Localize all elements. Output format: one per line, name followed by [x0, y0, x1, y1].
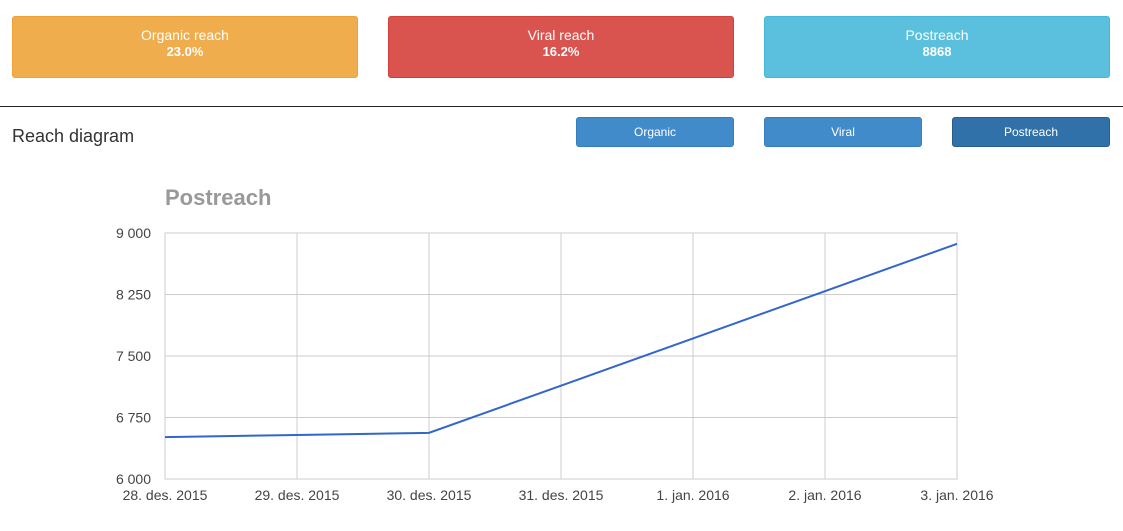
- x-tick-label: 1. jan. 2016: [656, 487, 729, 503]
- reach-diagram-title: Reach diagram: [12, 126, 135, 146]
- organic-reach-value: 23.0%: [166, 44, 204, 59]
- viral-button[interactable]: Viral: [764, 117, 922, 147]
- x-tick-label: 29. des. 2015: [255, 487, 340, 503]
- series-line: [164, 242, 958, 439]
- postreach-button[interactable]: Postreach: [952, 117, 1110, 147]
- postreach-label: Postreach: [905, 27, 969, 43]
- section-divider: [0, 106, 1123, 107]
- y-tick-label: 6 750: [116, 410, 151, 426]
- postreach-value: 8868: [922, 44, 952, 59]
- viral-reach-card: Viral reach 16.2%: [388, 16, 734, 78]
- organic-reach-label: Organic reach: [141, 27, 229, 43]
- x-tick-label: 30. des. 2015: [387, 487, 472, 503]
- organic-reach-card: Organic reach 23.0%: [12, 16, 358, 78]
- organic-button[interactable]: Organic: [576, 117, 734, 147]
- y-tick-label: 9 000: [116, 225, 151, 241]
- plot-area: [164, 232, 958, 480]
- y-tick-label: 8 250: [116, 287, 151, 303]
- x-tick-label: 28. des. 2015: [123, 487, 208, 503]
- x-tick-label: 2. jan. 2016: [788, 487, 861, 503]
- postreach-line-chart: Postreach 6 000 6 750 7 500 8 250 9 000 28. de…: [116, 185, 994, 503]
- x-tick-label: 31. des. 2015: [519, 487, 604, 503]
- postreach-card: Postreach 8868: [764, 16, 1110, 78]
- y-tick-label: 6 000: [116, 471, 151, 487]
- viral-reach-label: Viral reach: [527, 27, 595, 43]
- y-tick-label: 7 500: [116, 348, 151, 364]
- viral-reach-value: 16.2%: [542, 44, 580, 59]
- x-tick-label: 3. jan. 2016: [920, 487, 993, 503]
- chart-title: Postreach: [165, 185, 271, 210]
